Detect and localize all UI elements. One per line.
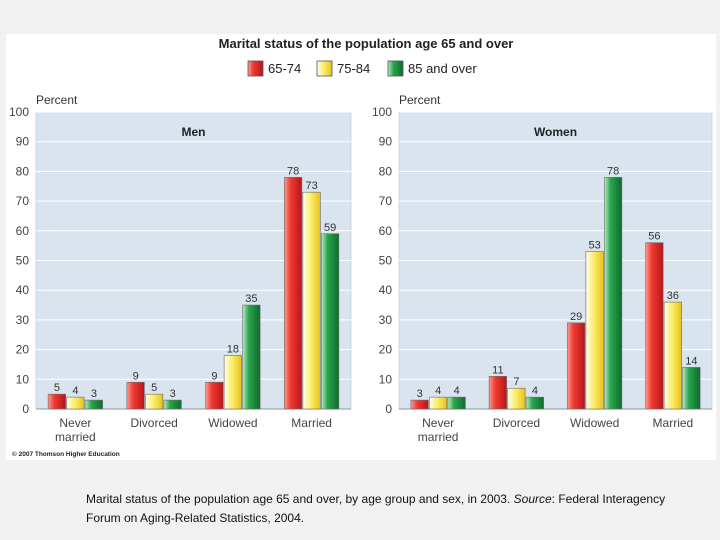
- legend-swatch-1: [316, 60, 333, 77]
- bar: [488, 376, 507, 410]
- bar: [682, 367, 701, 410]
- bar: [163, 399, 182, 410]
- chart-title: Marital status of the population age 65 …: [219, 36, 514, 51]
- y-tick-label: 40: [16, 283, 30, 297]
- y-tick-label: 90: [379, 135, 393, 149]
- y-tick-label: 40: [379, 283, 393, 297]
- y-tick-label: 50: [379, 254, 393, 268]
- bar: [525, 396, 544, 410]
- y-tick-label: 70: [379, 194, 393, 208]
- legend-swatch-2: [387, 60, 404, 77]
- bar-value-label: 3: [417, 388, 423, 400]
- bar-value-label: 7: [513, 376, 519, 388]
- bar-value-label: 4: [532, 385, 538, 397]
- y-tick-label: 0: [385, 402, 392, 416]
- panel-title-women: Women: [534, 125, 577, 139]
- y-axis-label: Percent: [36, 93, 78, 107]
- bar-value-label: 4: [435, 385, 441, 397]
- bar: [410, 399, 429, 410]
- x-category-label: Married: [653, 416, 694, 430]
- figure-caption: Marital status of the population age 65 …: [86, 490, 686, 528]
- x-category-label: married: [418, 430, 459, 444]
- y-tick-label: 60: [379, 224, 393, 238]
- x-category-label: Never: [422, 416, 454, 430]
- y-tick-label: 70: [16, 194, 30, 208]
- bar-value-label: 5: [54, 382, 60, 394]
- bar-value-label: 29: [570, 311, 582, 323]
- y-tick-label: 80: [16, 164, 30, 178]
- bar-value-label: 14: [685, 355, 697, 367]
- x-category-label: married: [55, 430, 96, 444]
- bar: [126, 381, 145, 410]
- bar: [284, 177, 303, 410]
- legend-swatch-0: [247, 60, 264, 77]
- y-tick-label: 50: [16, 254, 30, 268]
- y-tick-label: 20: [16, 343, 30, 357]
- bar: [663, 301, 682, 410]
- bar-value-label: 4: [72, 385, 78, 397]
- chart-svg: Marital status of the population age 65 …: [9, 36, 713, 458]
- bar-value-label: 59: [324, 222, 336, 234]
- chart-figure: Marital status of the population age 65 …: [6, 34, 716, 460]
- bar-value-label: 78: [607, 165, 619, 177]
- x-category-label: Divorced: [493, 416, 540, 430]
- x-category-label: Widowed: [570, 416, 619, 430]
- bar: [47, 393, 66, 410]
- bar-value-label: 18: [227, 344, 239, 356]
- bar: [223, 355, 242, 410]
- legend-label-1: 75-84: [337, 61, 370, 76]
- bar: [205, 381, 224, 410]
- bar-value-label: 78: [287, 165, 299, 177]
- bar-value-label: 3: [170, 388, 176, 400]
- y-tick-label: 100: [9, 105, 29, 119]
- bar-value-label: 4: [454, 385, 460, 397]
- legend-label-2: 85 and over: [408, 61, 477, 76]
- bar-value-label: 9: [133, 370, 139, 382]
- bar: [507, 387, 526, 410]
- y-tick-label: 90: [16, 135, 30, 149]
- y-tick-label: 30: [16, 313, 30, 327]
- bar: [84, 399, 103, 410]
- bar: [645, 242, 664, 410]
- bar-value-label: 35: [245, 293, 257, 305]
- y-tick-label: 20: [379, 343, 393, 357]
- bar: [302, 191, 321, 410]
- copyright-text: © 2007 Thomson Higher Education: [12, 450, 120, 458]
- bar: [567, 322, 586, 410]
- panel-title-men: Men: [182, 125, 206, 139]
- y-tick-label: 100: [372, 105, 392, 119]
- bar-value-label: 9: [211, 370, 217, 382]
- bar: [66, 396, 85, 410]
- y-axis-label: Percent: [399, 93, 441, 107]
- bar: [429, 396, 448, 410]
- y-tick-label: 60: [16, 224, 30, 238]
- bar-value-label: 36: [667, 290, 679, 302]
- x-category-label: Divorced: [130, 416, 177, 430]
- caption-main: Marital status of the population age 65 …: [86, 492, 514, 506]
- bar: [585, 251, 604, 410]
- bar: [447, 396, 466, 410]
- x-category-label: Never: [59, 416, 91, 430]
- bar-value-label: 53: [589, 240, 601, 252]
- y-tick-label: 10: [16, 372, 30, 386]
- bar-value-label: 5: [151, 382, 157, 394]
- bar-value-label: 3: [91, 388, 97, 400]
- x-category-label: Married: [291, 416, 332, 430]
- bar: [321, 233, 340, 410]
- bar: [242, 304, 261, 410]
- caption-source-text: : Federal Interagency Forum on Aging-Rel…: [86, 492, 666, 525]
- y-tick-label: 80: [379, 164, 393, 178]
- legend-label-0: 65-74: [268, 61, 301, 76]
- bar-value-label: 56: [648, 231, 660, 243]
- bar-value-label: 73: [306, 180, 318, 192]
- bar: [145, 393, 164, 410]
- bar-value-label: 11: [492, 364, 503, 376]
- bar: [604, 177, 623, 410]
- x-category-label: Widowed: [208, 416, 257, 430]
- y-tick-label: 30: [379, 313, 393, 327]
- y-tick-label: 10: [379, 372, 393, 386]
- y-tick-label: 0: [22, 402, 29, 416]
- caption-source-label: Source: [513, 492, 552, 506]
